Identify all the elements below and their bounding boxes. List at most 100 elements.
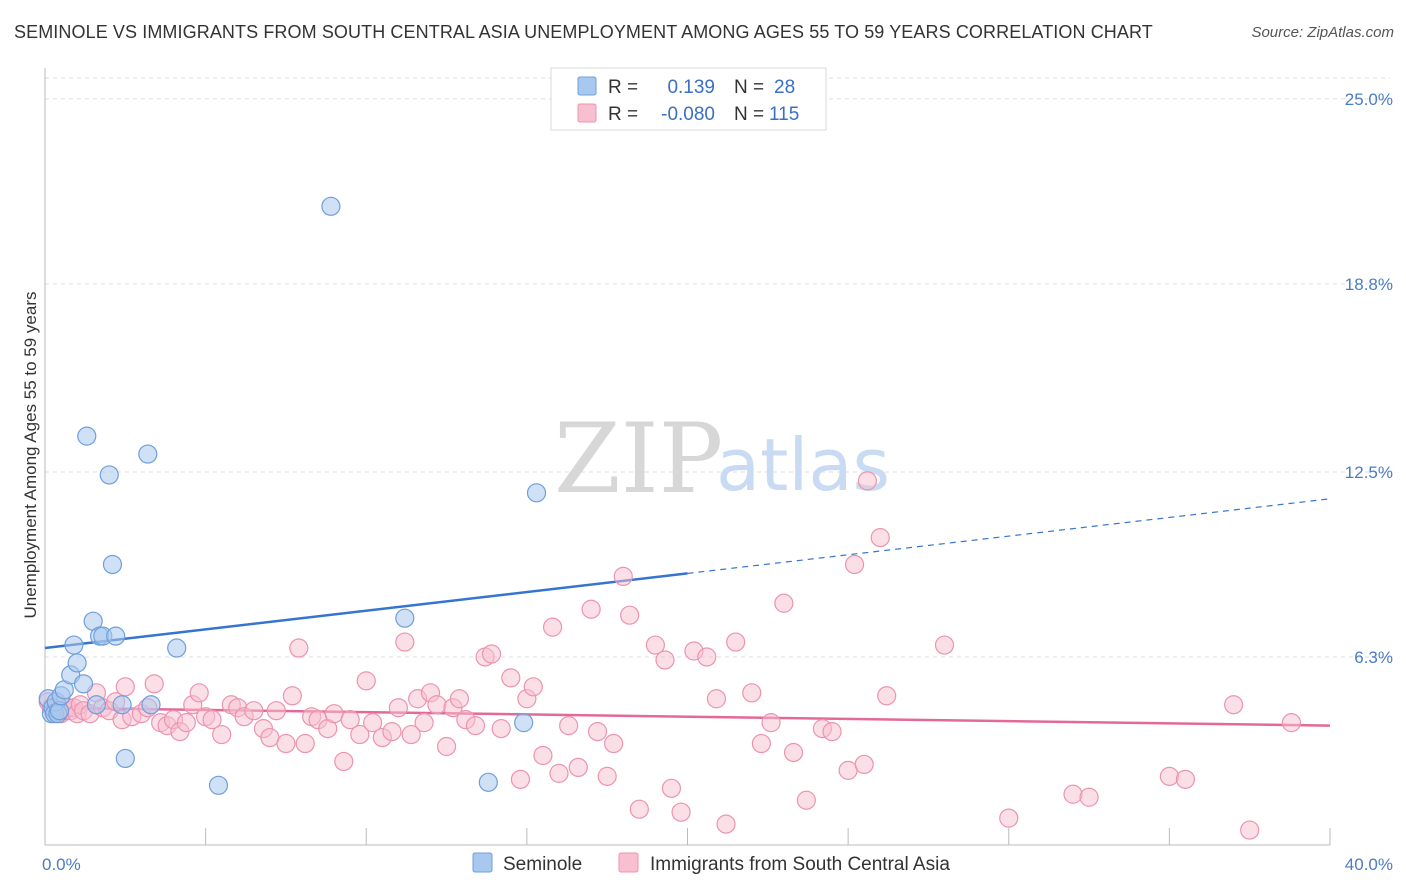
- legend-n-label-1: N =: [734, 77, 764, 98]
- point-immigrants: [481, 644, 502, 664]
- point-seminole: [395, 608, 415, 628]
- legend-bottom-label-immigrants: Immigrants from South Central Asia: [650, 854, 950, 875]
- point-seminole: [526, 483, 547, 503]
- point-immigrants: [706, 689, 727, 709]
- point-immigrants: [581, 599, 601, 619]
- trend-lines: [44, 498, 1331, 727]
- point-immigrants: [491, 719, 511, 739]
- point-seminole: [64, 635, 84, 655]
- point-immigrants: [716, 814, 736, 834]
- point-seminole: [86, 695, 107, 715]
- legend-bottom-label-seminole: Seminole: [503, 854, 582, 875]
- point-seminole: [77, 426, 97, 446]
- point-immigrants: [449, 689, 470, 709]
- point-immigrants: [334, 751, 354, 772]
- point-immigrants: [697, 647, 717, 667]
- legend-r-value-1: 0.139: [667, 77, 715, 98]
- point-immigrants: [671, 802, 691, 822]
- point-immigrants: [289, 638, 309, 658]
- legend-r-value-2: -0.080: [661, 104, 715, 125]
- y-tick-label: 18.8%: [1345, 275, 1393, 294]
- watermark-zip: ZIP: [554, 403, 723, 515]
- legend-bottom: Seminole Immigrants from South Central A…: [472, 852, 950, 875]
- y-tick-label: 6.3%: [1354, 648, 1393, 667]
- point-seminole: [138, 444, 158, 464]
- point-immigrants: [645, 635, 665, 655]
- point-immigrants: [742, 683, 762, 703]
- point-immigrants: [613, 566, 633, 587]
- point-immigrants: [542, 617, 563, 637]
- point-immigrants: [266, 701, 286, 721]
- point-seminole: [208, 775, 229, 795]
- x-tick-label-max: 40.0%: [1345, 855, 1393, 874]
- point-immigrants: [877, 686, 897, 706]
- point-immigrants: [395, 632, 415, 652]
- legend-r-label-2: R =: [608, 104, 638, 125]
- point-seminole: [167, 638, 187, 658]
- point-immigrants: [176, 713, 196, 733]
- point-immigrants: [844, 554, 865, 575]
- y-axis-title: Unemployment Among Ages 55 to 59 years: [21, 292, 40, 619]
- point-seminole: [514, 713, 534, 733]
- point-immigrants: [751, 733, 771, 754]
- point-immigrants: [260, 727, 280, 748]
- legend-bottom-swatch-immigrants: [618, 852, 639, 873]
- chart-title: SEMINOLE VS IMMIGRANTS FROM SOUTH CENTRA…: [14, 22, 1153, 42]
- point-immigrants: [857, 471, 878, 491]
- point-seminole: [478, 772, 498, 792]
- legend-n-value-1: 28: [774, 77, 795, 98]
- legend-top: R = 0.139 N = 28 R = -0.080 N = 115: [550, 67, 827, 131]
- point-immigrants: [533, 745, 553, 766]
- point-immigrants: [661, 778, 682, 798]
- point-immigrants: [465, 716, 486, 736]
- data-points: [38, 196, 1302, 840]
- point-seminole: [67, 653, 87, 673]
- point-immigrants: [115, 677, 135, 697]
- point-immigrants: [568, 757, 588, 778]
- point-immigrants: [510, 769, 531, 789]
- legend-n-value-2: 115: [769, 104, 799, 125]
- point-immigrants: [382, 721, 402, 742]
- legend-bottom-swatch-seminole: [472, 852, 493, 873]
- point-immigrants: [144, 674, 164, 694]
- point-immigrants: [388, 698, 408, 718]
- grid-lines: [45, 77, 1390, 658]
- legend-swatch-seminole: [577, 76, 597, 96]
- point-immigrants: [350, 724, 370, 745]
- point-immigrants: [838, 760, 858, 780]
- point-immigrants: [999, 808, 1019, 828]
- point-seminole: [73, 674, 94, 694]
- trend-line-seminole-projection: [687, 498, 1331, 575]
- source-credit: Source: ZipAtlas.com: [1251, 24, 1394, 41]
- point-immigrants: [1240, 820, 1260, 840]
- point-immigrants: [401, 724, 421, 745]
- point-immigrants: [363, 713, 383, 733]
- point-immigrants: [1159, 766, 1179, 786]
- point-immigrants: [934, 635, 955, 655]
- point-immigrants: [356, 671, 376, 691]
- point-immigrants: [414, 713, 434, 733]
- point-immigrants: [436, 736, 457, 757]
- point-seminole: [102, 554, 123, 575]
- y-tick-label: 12.5%: [1345, 463, 1393, 482]
- point-immigrants: [340, 710, 360, 730]
- point-seminole: [321, 196, 341, 216]
- point-immigrants: [655, 650, 675, 670]
- point-immigrants: [244, 701, 264, 721]
- point-immigrants: [1281, 713, 1302, 733]
- y-tick-label: 25.0%: [1345, 90, 1393, 109]
- point-immigrants: [796, 790, 816, 810]
- point-seminole: [106, 626, 126, 646]
- watermark-atlas: atlas: [716, 423, 890, 507]
- tick-labels: 6.3% 12.5% 18.8% 25.0% 0.0% 40.0%: [42, 90, 1393, 874]
- point-immigrants: [1063, 784, 1083, 804]
- point-immigrants: [501, 668, 521, 688]
- point-immigrants: [559, 716, 579, 736]
- point-immigrants: [427, 695, 447, 715]
- point-immigrants: [295, 733, 315, 754]
- point-immigrants: [276, 733, 296, 754]
- point-seminole: [99, 465, 119, 485]
- point-immigrants: [1224, 695, 1244, 715]
- point-immigrants: [774, 593, 794, 613]
